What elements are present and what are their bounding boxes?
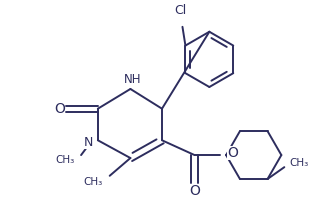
- Text: CH₃: CH₃: [55, 155, 74, 165]
- Text: CH₃: CH₃: [289, 158, 308, 168]
- Text: O: O: [227, 146, 238, 160]
- Text: N: N: [83, 136, 93, 149]
- Text: O: O: [189, 184, 200, 198]
- Text: CH₃: CH₃: [83, 177, 103, 187]
- Text: O: O: [54, 102, 65, 116]
- Text: NH: NH: [124, 73, 141, 86]
- Text: Cl: Cl: [174, 4, 187, 17]
